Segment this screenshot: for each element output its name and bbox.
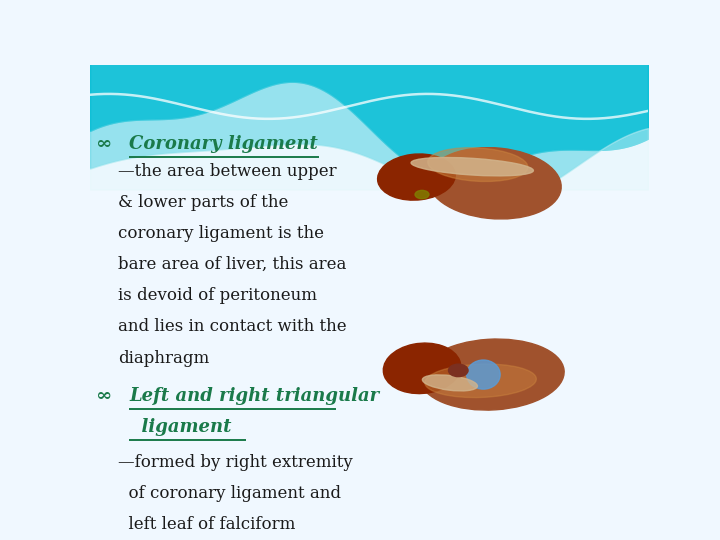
Ellipse shape	[423, 375, 477, 391]
Text: & lower parts of the: & lower parts of the	[118, 194, 288, 211]
Text: —the area between upper: —the area between upper	[118, 163, 336, 179]
Ellipse shape	[415, 191, 429, 199]
Text: diaphragm: diaphragm	[118, 349, 209, 367]
Ellipse shape	[428, 147, 561, 219]
Text: Coronary ligament: Coronary ligament	[129, 136, 318, 153]
Ellipse shape	[411, 158, 534, 176]
Text: is devoid of peritoneum: is devoid of peritoneum	[118, 287, 317, 304]
Text: ∞: ∞	[96, 136, 112, 153]
Text: and lies in contact with the: and lies in contact with the	[118, 319, 346, 335]
Ellipse shape	[449, 364, 468, 377]
Ellipse shape	[425, 364, 536, 397]
Ellipse shape	[419, 339, 564, 410]
Text: of coronary ligament and: of coronary ligament and	[118, 485, 341, 502]
Ellipse shape	[377, 154, 455, 200]
Ellipse shape	[467, 360, 500, 389]
Text: ∞: ∞	[96, 387, 112, 405]
Ellipse shape	[428, 148, 528, 181]
Text: Left and right triangular: Left and right triangular	[129, 387, 379, 405]
Text: —formed by right extremity: —formed by right extremity	[118, 454, 353, 470]
Text: ligament: ligament	[129, 418, 232, 436]
Text: coronary ligament is the: coronary ligament is the	[118, 225, 324, 242]
Ellipse shape	[383, 343, 461, 394]
Text: left leaf of falciform: left leaf of falciform	[118, 516, 295, 533]
Text: bare area of liver, this area: bare area of liver, this area	[118, 256, 346, 273]
